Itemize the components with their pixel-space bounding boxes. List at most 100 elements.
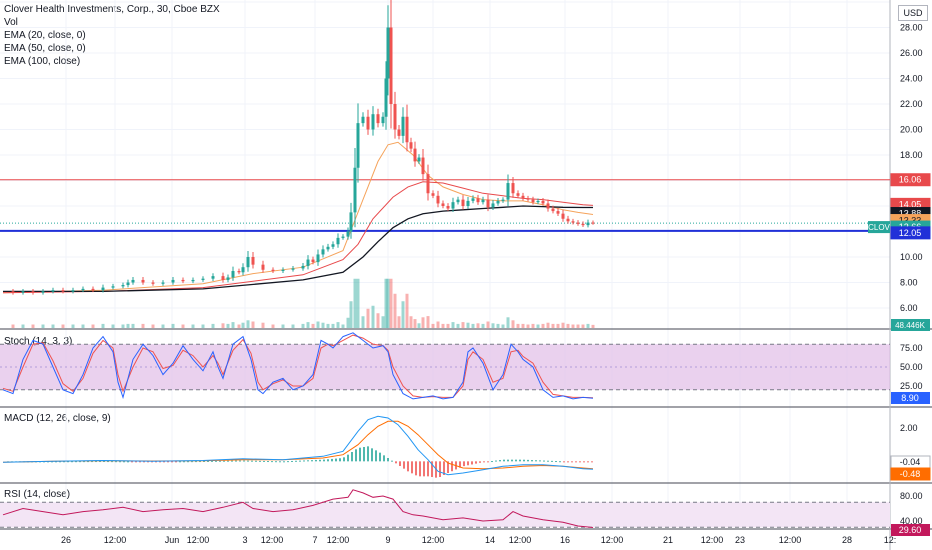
- macd-histogram-bar: [179, 461, 181, 463]
- volume-tag-bg: [891, 319, 930, 331]
- candle-body: [381, 116, 385, 124]
- macd-histogram-bar: [331, 458, 333, 462]
- macd-histogram-bar: [323, 459, 325, 462]
- candle-body: [21, 291, 25, 293]
- macd-histogram-bar: [243, 460, 245, 462]
- candle-body: [506, 183, 510, 200]
- macd-histogram-bar: [575, 461, 577, 463]
- stoch-axis-label: 75.00: [900, 343, 923, 353]
- candle-body: [41, 291, 45, 293]
- macd-histogram-bar: [307, 460, 309, 462]
- candle-body: [261, 264, 265, 270]
- candle-body: [384, 78, 388, 117]
- candle-body: [409, 142, 413, 149]
- macd-histogram-bar: [399, 461, 401, 466]
- volume-bar: [271, 324, 275, 328]
- volume-bar: [566, 323, 570, 328]
- macd-histogram-bar: [339, 458, 341, 462]
- macd-histogram-bar: [511, 459, 513, 462]
- macd-histogram-bar: [139, 461, 141, 463]
- time-axis-label: 12:00: [601, 535, 624, 545]
- volume-bar: [384, 278, 388, 328]
- macd-histogram-bar: [503, 459, 505, 462]
- candle-body: [326, 246, 330, 250]
- horizontal-levels: [0, 179, 890, 232]
- candle-body: [456, 199, 460, 203]
- volume-bar: [111, 324, 115, 328]
- time-axis-label: 9: [385, 535, 390, 545]
- volume-bar: [231, 322, 235, 328]
- candle-body: [551, 208, 555, 212]
- macd-histogram-bar: [539, 460, 541, 462]
- macd-histogram-bar: [567, 461, 569, 463]
- macd-histogram-bar: [271, 461, 273, 463]
- candle-body: [389, 27, 393, 104]
- candle-body: [431, 193, 435, 196]
- rsi-axis-label: 80.00: [900, 491, 923, 501]
- macd-histogram-bar: [579, 461, 581, 463]
- macd-histogram-bar: [127, 461, 129, 463]
- currency-badge[interactable]: USD: [898, 5, 928, 21]
- candle-body: [91, 288, 95, 291]
- macd-histogram-bar: [147, 461, 149, 463]
- candle-body: [306, 259, 310, 266]
- stoch-pane-title: Stoch (14, 3, 3): [4, 336, 73, 347]
- macd-histogram-bar: [379, 452, 381, 462]
- volume-bar: [353, 278, 357, 328]
- macd-pane-title: MACD (12, 26, close, 9): [4, 413, 111, 424]
- macd-histogram-bar: [191, 461, 193, 463]
- macd-histogram-bar: [555, 461, 557, 463]
- volume-bar: [456, 323, 460, 328]
- macd-histogram-bar: [159, 461, 161, 463]
- macd-tag: -0.48: [900, 469, 921, 479]
- macd-histogram-bar: [211, 460, 213, 462]
- time-axis-label: 14: [485, 535, 495, 545]
- macd-histogram-bar: [151, 461, 153, 463]
- candle-body: [126, 282, 130, 286]
- macd-histogram-bar: [423, 461, 425, 477]
- volume-bar: [576, 324, 580, 328]
- time-axis-label: 12:00: [779, 535, 802, 545]
- macd-histogram-bar: [491, 461, 493, 463]
- macd-histogram-bar: [543, 460, 545, 462]
- volume-bar: [516, 323, 520, 328]
- macd-line: [2, 415, 594, 476]
- macd-histogram-bar: [375, 450, 377, 462]
- macd-histogram-bar: [527, 459, 529, 462]
- macd-histogram-bar: [487, 461, 489, 463]
- candle-body: [237, 271, 241, 273]
- volume-bar: [536, 324, 540, 328]
- candle-body: [341, 236, 345, 238]
- candle-body: [393, 104, 397, 130]
- volume-bar: [481, 323, 485, 328]
- volume-bar: [81, 324, 85, 328]
- volume-bar: [501, 324, 505, 328]
- candle-body: [436, 195, 440, 204]
- price-axis-label: 24.00: [900, 74, 923, 84]
- macd-histogram-bar: [83, 461, 85, 463]
- volume-label: Vol: [4, 17, 18, 28]
- macd-histogram-bar: [263, 460, 265, 462]
- ema100-line: [3, 205, 593, 293]
- volume-bar: [131, 323, 135, 328]
- macd-histogram-bar: [119, 461, 121, 463]
- macd-histogram-bar: [59, 461, 61, 463]
- macd-histogram-bar: [195, 461, 197, 463]
- candle-body: [536, 200, 540, 203]
- volume-bar: [346, 317, 350, 328]
- price-tag: 12.05: [899, 228, 922, 238]
- candle-body: [356, 123, 360, 168]
- volume-bar: [121, 324, 125, 328]
- volume-bar: [486, 321, 490, 328]
- macd-histogram-bar: [135, 461, 137, 463]
- macd-histogram-bar: [443, 461, 445, 475]
- candle-body: [371, 114, 375, 130]
- volume-bar: [237, 324, 241, 328]
- macd-histogram-bar: [223, 460, 225, 462]
- volume-bar: [211, 323, 215, 328]
- volume-bar: [491, 323, 495, 328]
- volume-bar: [221, 323, 225, 328]
- ema20-label: EMA (20, close, 0): [4, 30, 86, 41]
- volume-bar: [91, 324, 95, 328]
